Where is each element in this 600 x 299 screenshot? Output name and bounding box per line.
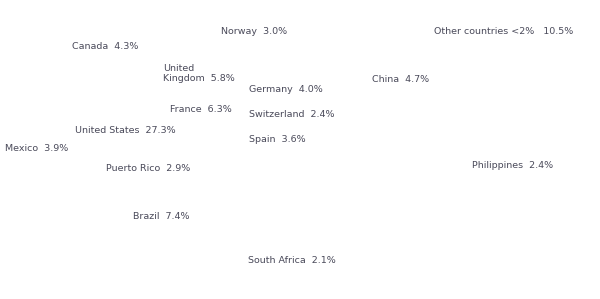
Text: Mexico  3.9%: Mexico 3.9% [5, 144, 68, 152]
Text: France  6.3%: France 6.3% [170, 105, 232, 114]
Text: Norway  3.0%: Norway 3.0% [221, 27, 287, 36]
Text: South Africa  2.1%: South Africa 2.1% [248, 256, 336, 265]
Text: Switzerland  2.4%: Switzerland 2.4% [250, 110, 335, 119]
Text: China  4.7%: China 4.7% [373, 75, 430, 84]
Text: United States  27.3%: United States 27.3% [75, 126, 175, 135]
Text: Philippines  2.4%: Philippines 2.4% [472, 161, 554, 170]
Text: Canada  4.3%: Canada 4.3% [72, 42, 138, 51]
Text: Other countries <2%   10.5%: Other countries <2% 10.5% [434, 27, 573, 36]
Text: Germany  4.0%: Germany 4.0% [250, 85, 323, 94]
Text: United
Kingdom  5.8%: United Kingdom 5.8% [163, 64, 235, 83]
Text: Spain  3.6%: Spain 3.6% [250, 135, 306, 144]
Text: Brazil  7.4%: Brazil 7.4% [133, 212, 190, 221]
Text: Puerto Rico  2.9%: Puerto Rico 2.9% [106, 164, 191, 173]
